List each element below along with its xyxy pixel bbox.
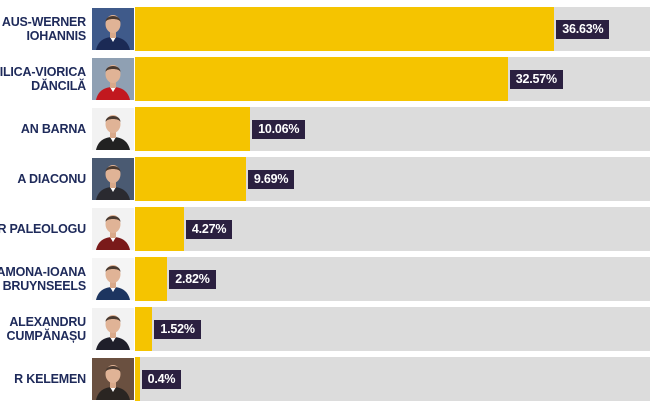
candidate-photo — [92, 358, 134, 400]
candidate-row: AUS-WERNER IOHANNIS 36.63% — [0, 7, 650, 51]
candidate-name-line: ILICA-VIORICA — [0, 65, 86, 79]
candidate-photo — [92, 58, 134, 100]
candidate-portrait-icon — [92, 158, 134, 200]
candidate-name-line: IOHANNIS — [26, 29, 86, 43]
vote-share-bar — [135, 57, 508, 101]
candidate-name-line: BRUYNSEELS — [2, 279, 86, 293]
candidate-name: A DIACONU — [0, 157, 86, 201]
bar-track: 32.57% — [135, 57, 650, 101]
candidate-photo — [92, 258, 134, 300]
vote-share-bar — [135, 357, 140, 401]
candidate-name-line: DĂNCILĂ — [31, 79, 86, 93]
candidate-portrait-icon — [92, 58, 134, 100]
candidate-name-line: AN BARNA — [20, 122, 86, 136]
candidate-name-line: A DIACONU — [17, 172, 86, 186]
candidate-name: ALEXANDRU CUMPĂNAȘU — [0, 307, 86, 351]
candidate-portrait-icon — [92, 108, 134, 150]
vote-share-label: 9.69% — [247, 170, 295, 189]
vote-share-label: 4.27% — [185, 220, 233, 239]
bar-track: 0.4% — [135, 357, 650, 401]
vote-share-label: 10.06% — [252, 120, 306, 139]
candidate-name: AN BARNA — [0, 107, 86, 151]
vote-share-label: 32.57% — [509, 70, 563, 89]
bar-track: 9.69% — [135, 157, 650, 201]
candidate-photo — [92, 208, 134, 250]
vote-share-bar — [135, 7, 555, 51]
candidate-name-line: ALEXANDRU — [9, 315, 86, 329]
candidate-row: R PALEOLOGU 4.27% — [0, 207, 650, 251]
bar-track: 2.82% — [135, 257, 650, 301]
bar-track: 1.52% — [135, 307, 650, 351]
vote-share-label: 1.52% — [154, 320, 201, 339]
candidate-portrait-icon — [92, 308, 134, 350]
candidate-name-line: CUMPĂNAȘU — [6, 329, 86, 343]
bar-track: 36.63% — [135, 7, 650, 51]
candidate-row: AMONA-IOANA BRUYNSEELS 2.82% — [0, 257, 650, 301]
candidate-portrait-icon — [92, 208, 134, 250]
candidate-name-line: R KELEMEN — [14, 372, 86, 386]
candidate-photo — [92, 308, 134, 350]
bar-track: 4.27% — [135, 207, 650, 251]
vote-share-label: 2.82% — [169, 270, 216, 289]
bar-track: 10.06% — [135, 107, 650, 151]
vote-share-label: 0.4% — [141, 370, 182, 389]
candidate-row: ALEXANDRU CUMPĂNAȘU 1.52% — [0, 307, 650, 351]
vote-share-bar — [135, 207, 184, 251]
candidate-row: A DIACONU 9.69% — [0, 157, 650, 201]
candidate-name-line: AMONA-IOANA — [0, 265, 86, 279]
candidate-portrait-icon — [92, 8, 134, 50]
candidate-photo — [92, 108, 134, 150]
vote-share-label: 36.63% — [556, 20, 610, 39]
candidate-row: R KELEMEN 0.4% — [0, 357, 650, 401]
candidate-name-line: AUS-WERNER — [1, 15, 86, 29]
candidate-name: R KELEMEN — [0, 357, 86, 401]
candidate-name: AMONA-IOANA BRUYNSEELS — [0, 257, 86, 301]
candidate-photo — [92, 158, 134, 200]
candidate-portrait-icon — [92, 258, 134, 300]
candidate-photo — [92, 8, 134, 50]
candidate-row: AN BARNA 10.06% — [0, 107, 650, 151]
vote-share-bar — [135, 257, 168, 301]
candidate-name-line: R PALEOLOGU — [0, 222, 86, 236]
candidate-name: ILICA-VIORICA DĂNCILĂ — [0, 57, 86, 101]
vote-share-bar — [135, 307, 153, 351]
candidate-row: ILICA-VIORICA DĂNCILĂ 32.57% — [0, 57, 650, 101]
candidate-name: R PALEOLOGU — [0, 207, 86, 251]
candidate-portrait-icon — [92, 358, 134, 400]
candidate-name: AUS-WERNER IOHANNIS — [0, 7, 86, 51]
vote-share-bar — [135, 107, 251, 151]
vote-share-bar — [135, 157, 246, 201]
